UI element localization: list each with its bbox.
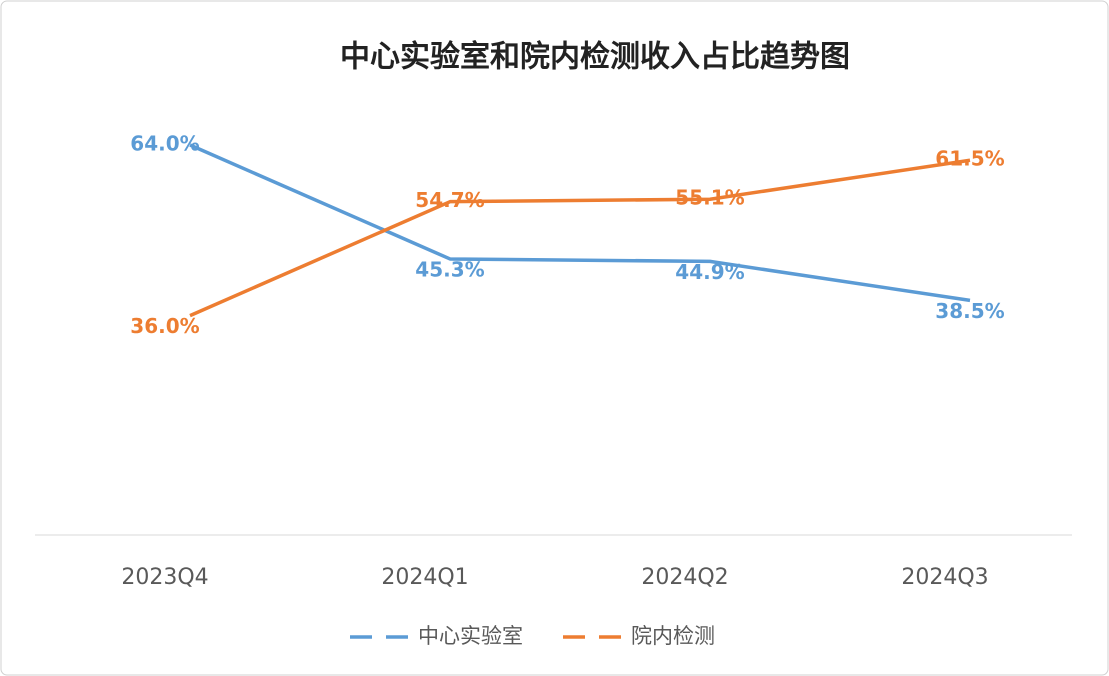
- x-tick-label: 2023Q4: [121, 565, 208, 590]
- x-tick-label: 2024Q2: [641, 565, 728, 590]
- data-label: 55.1%: [675, 186, 744, 210]
- line-series: [189, 158, 971, 318]
- data-label: 54.7%: [415, 188, 484, 212]
- x-tick-label: 2024Q1: [381, 565, 468, 590]
- data-label: 61.5%: [935, 147, 1004, 171]
- data-label: 45.3%: [415, 257, 484, 281]
- legend-label: 院内检测: [631, 624, 715, 648]
- x-tick-label: 2024Q3: [901, 565, 988, 590]
- data-label: 38.5%: [935, 299, 1004, 323]
- data-label: 44.9%: [675, 260, 744, 284]
- line-series: [189, 143, 971, 303]
- data-label: 36.0%: [130, 314, 199, 338]
- legend-label: 中心实验室: [418, 624, 523, 648]
- chart-title: 中心实验室和院内检测收入占比趋势图: [340, 40, 850, 75]
- data-label: 64.0%: [130, 132, 199, 156]
